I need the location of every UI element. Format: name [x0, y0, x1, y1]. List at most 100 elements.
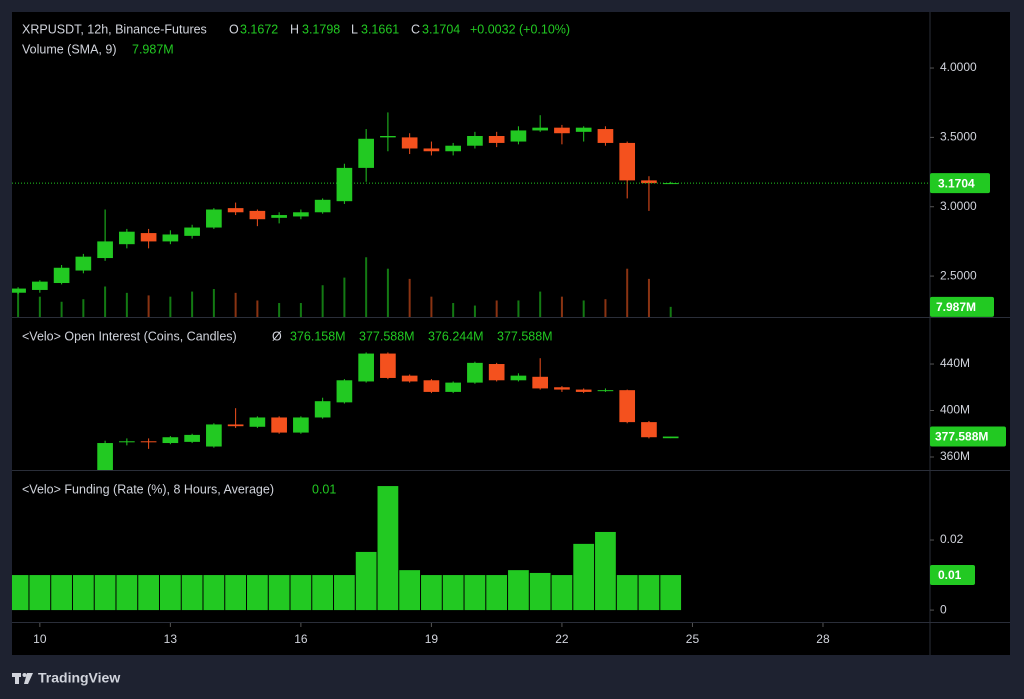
candle-body — [75, 256, 92, 271]
volume-bar — [452, 303, 455, 317]
volume-value: 7.987M — [132, 42, 174, 56]
volume-bar — [560, 296, 563, 317]
candle-body — [293, 417, 309, 433]
chart-area — [12, 12, 1010, 655]
x-tick-label: 13 — [164, 632, 178, 646]
y-tick-label: 0.02 — [940, 532, 964, 546]
candle-body — [53, 267, 70, 284]
volume-bar — [604, 299, 607, 317]
candle-body — [358, 138, 374, 168]
funding-title[interactable]: <Velo> Funding (Rate (%), 8 Hours, Avera… — [22, 482, 274, 496]
funding-bar — [355, 551, 377, 611]
funding-bar — [312, 575, 334, 611]
funding-bar — [29, 575, 51, 611]
funding-value: 0.01 — [312, 482, 336, 496]
funding-bar — [290, 575, 312, 611]
candle-body — [227, 208, 244, 213]
volume-bar — [669, 306, 672, 317]
candle-body — [401, 137, 418, 149]
funding-bar — [12, 575, 29, 611]
funding-label-box — [930, 565, 975, 586]
candle-body — [206, 209, 222, 228]
funding-bar — [116, 575, 138, 611]
ohlc-key: C — [411, 22, 420, 36]
candle-body — [206, 424, 222, 447]
candle-body — [488, 135, 505, 143]
funding-bar — [203, 575, 225, 611]
candle-body — [314, 199, 331, 213]
oi-value: 377.588M — [497, 329, 553, 343]
candle-body — [336, 380, 353, 403]
candle-body — [467, 135, 483, 146]
funding-bar — [551, 575, 573, 611]
x-tick-label: 10 — [33, 632, 47, 646]
funding-bar — [529, 572, 551, 611]
funding-bar — [247, 575, 268, 611]
logo-part — [15, 673, 19, 684]
candle-body — [510, 375, 527, 381]
ohlc-value: 3.1661 — [361, 22, 399, 36]
volume-bar — [495, 300, 498, 317]
price-label: 3.1704 — [938, 176, 975, 190]
candle-body — [12, 288, 26, 293]
ohlc-key: O — [229, 22, 239, 36]
symbol-title[interactable]: XRPUSDT, 12h, Binance-Futures — [22, 22, 207, 36]
volume-bar — [278, 303, 281, 317]
volume-bar — [82, 299, 85, 317]
volume-bar — [147, 295, 150, 317]
funding-bar — [508, 570, 529, 611]
funding-bar — [616, 575, 638, 611]
candle-body — [445, 382, 461, 392]
volume-bar — [321, 285, 324, 317]
candle-body — [554, 127, 570, 134]
y-tick-label: 0 — [940, 602, 947, 616]
tradingview-logo[interactable] — [12, 673, 33, 684]
oi-title[interactable]: <Velo> Open Interest (Coins, Candles) — [22, 329, 237, 343]
volume-label: 7.987M — [936, 300, 976, 314]
candle-body — [249, 417, 266, 427]
funding-bar — [377, 486, 399, 611]
candle-body — [575, 389, 592, 392]
candle-body — [445, 145, 461, 152]
funding-bar — [442, 575, 464, 611]
candle-body — [488, 364, 505, 381]
y-tick-label: 360M — [940, 449, 970, 463]
candle-body — [184, 227, 200, 236]
candle-body — [575, 127, 592, 132]
axes: 2.5000 3.0000 3.5000 4.0000 3.1704 7.987M 360M… — [33, 60, 1006, 646]
volume-title[interactable]: Volume (SMA, 9) — [22, 42, 116, 56]
volume-bar — [626, 268, 629, 317]
funding-bar — [399, 570, 421, 611]
ohlc-key: H — [290, 22, 299, 36]
ohlc-value: 3.1672 — [240, 22, 278, 36]
x-tick-label: 19 — [425, 632, 439, 646]
y-tick-label: 4.0000 — [940, 60, 977, 74]
candle-body — [380, 135, 396, 138]
funding-bar — [660, 575, 682, 611]
volume-bar — [343, 277, 346, 317]
funding-bar — [225, 575, 247, 611]
funding-bar — [486, 575, 508, 611]
volume-bar — [647, 278, 650, 317]
funding-bar — [181, 575, 203, 611]
candle-body — [271, 215, 287, 218]
candle-body — [227, 424, 244, 427]
volume-bar — [408, 278, 411, 317]
candle-body — [162, 437, 179, 444]
funding-bar — [159, 575, 181, 611]
volume-bar — [234, 292, 237, 317]
branding[interactable]: TradingView — [38, 670, 120, 686]
price-label-box — [930, 173, 990, 194]
oi-symbol: Ø — [272, 329, 282, 343]
candle-body — [423, 148, 440, 152]
oi-value: 377.588M — [359, 329, 415, 343]
candle-body — [401, 375, 418, 382]
funding-bar — [72, 575, 94, 611]
ohlc-key: L — [351, 22, 358, 36]
volume-bar — [299, 303, 302, 317]
x-tick-label: 28 — [816, 632, 830, 646]
candle-body — [97, 241, 113, 259]
volume-bar — [582, 300, 585, 317]
funding-bar — [94, 575, 116, 611]
